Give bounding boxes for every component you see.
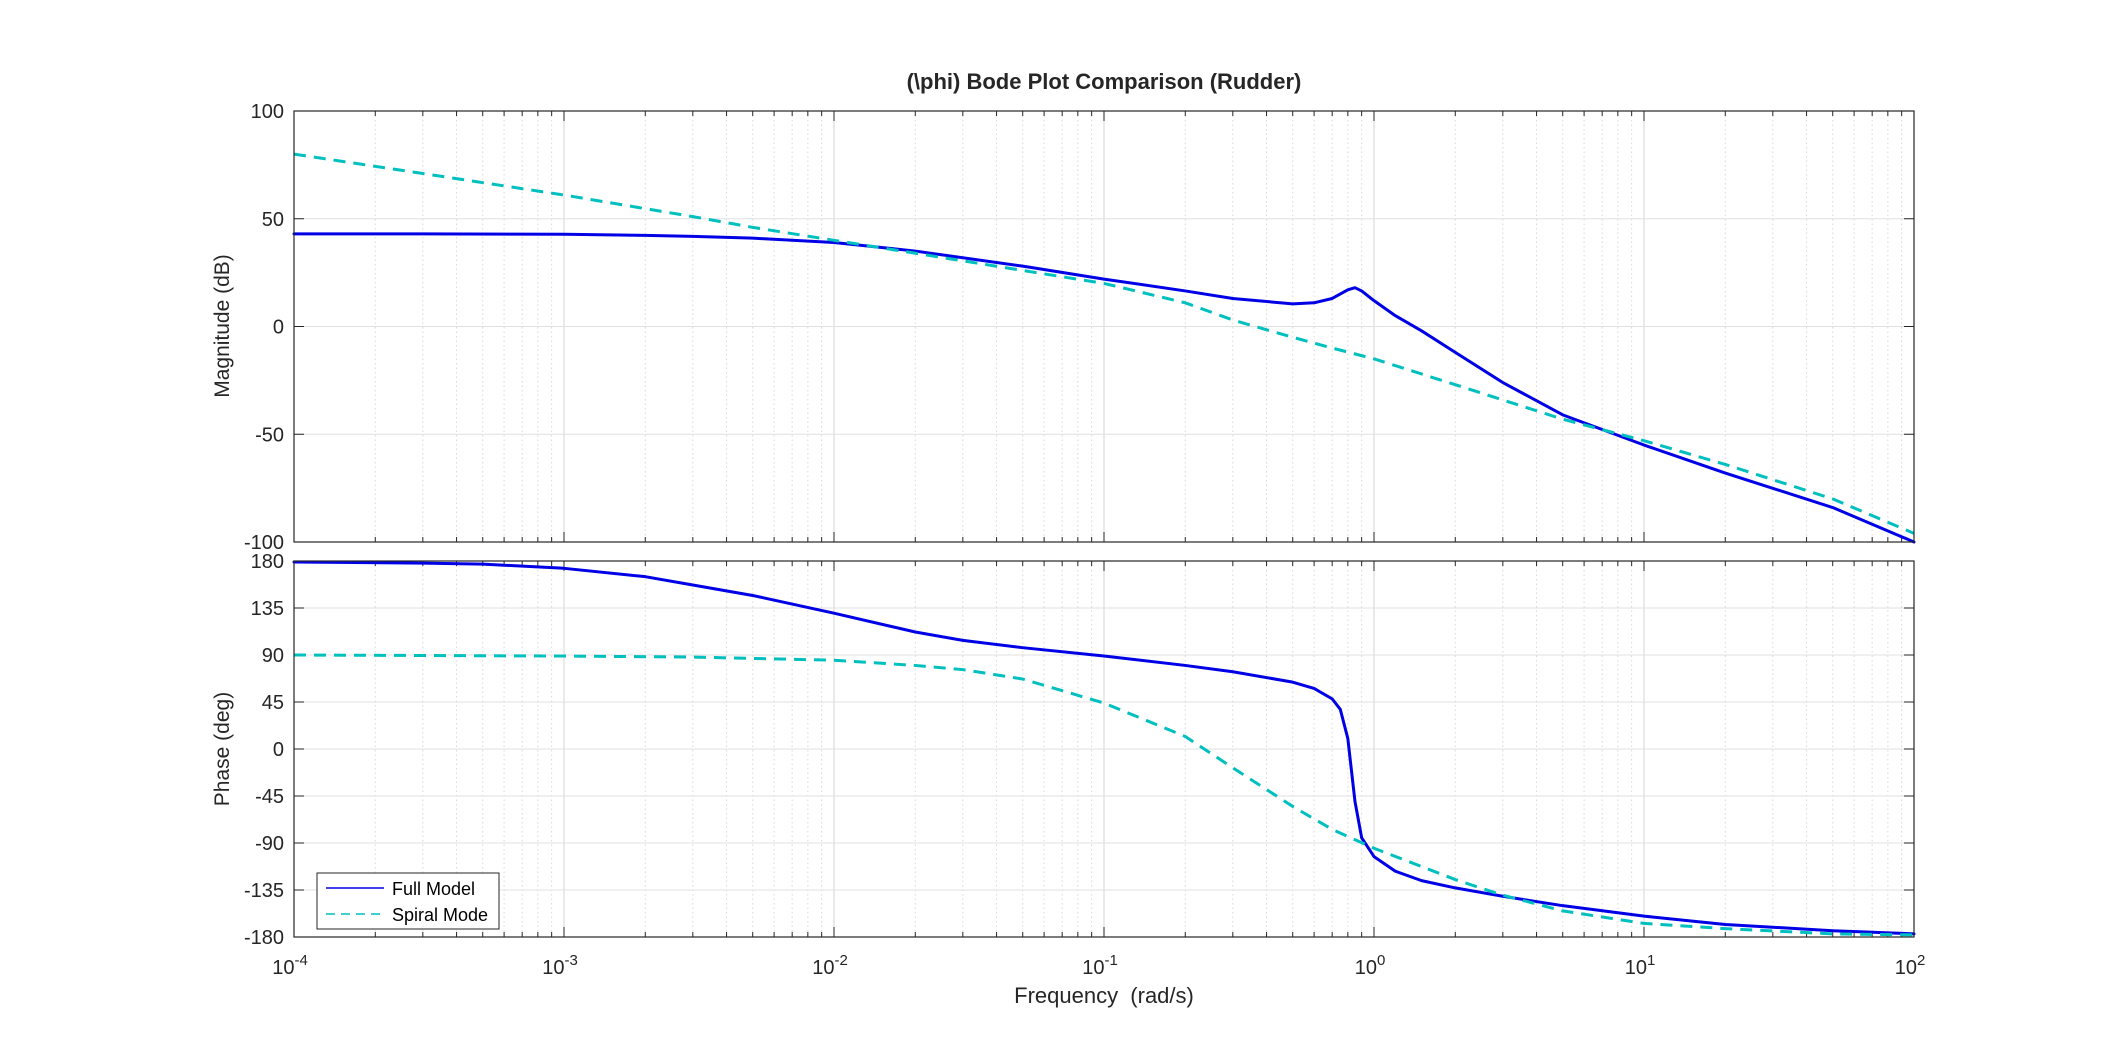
y-tick-label: 0 bbox=[273, 317, 284, 339]
series-full-model bbox=[292, 232, 1916, 544]
phase-series bbox=[292, 560, 1916, 937]
x-tick-label: 100 bbox=[1355, 952, 1386, 979]
y-tick-label: -135 bbox=[244, 880, 284, 902]
y-tick-label: -100 bbox=[244, 532, 284, 554]
series-full-model bbox=[292, 560, 1916, 936]
y-tick-label: 90 bbox=[262, 645, 284, 667]
y-tick-label: -45 bbox=[255, 786, 284, 808]
legend-label-full-model: Full Model bbox=[392, 879, 475, 899]
x-tick-label: 10-2 bbox=[812, 952, 848, 979]
y-tick-label: -50 bbox=[255, 424, 284, 446]
y-tick-label: 45 bbox=[262, 692, 284, 714]
magnitude-y-label: Magnitude (dB) bbox=[211, 254, 234, 398]
phase-panel: 180 135 90 45 0 -45 -90 -135 -180 Phase (deg) bbox=[211, 551, 1916, 949]
y-tick-label: 50 bbox=[262, 209, 284, 231]
y-tick-label: -180 bbox=[244, 927, 284, 949]
legend-label-spiral-mode: Spiral Mode bbox=[392, 905, 488, 925]
series-spiral-mode bbox=[293, 152, 1915, 535]
y-tick-label: 0 bbox=[273, 739, 284, 761]
x-tick-label: 10-4 bbox=[272, 952, 308, 979]
legend: Full Model Spiral Mode bbox=[316, 872, 500, 930]
x-tick-label: 10-3 bbox=[542, 952, 578, 979]
x-tick-label: 101 bbox=[1625, 952, 1656, 979]
phase-y-ticks: 180 135 90 45 0 -45 -90 -135 -180 bbox=[244, 551, 284, 949]
chart-title: (\phi) Bode Plot Comparison (Rudder) bbox=[907, 69, 1302, 94]
magnitude-panel: 100 50 0 -50 -100 Magnitude (dB) bbox=[211, 101, 1916, 554]
magnitude-axes-box bbox=[293, 110, 1915, 543]
legend-box bbox=[316, 872, 500, 930]
y-tick-label: 100 bbox=[251, 101, 284, 123]
magnitude-y-ticks: 100 50 0 -50 -100 bbox=[244, 101, 284, 554]
y-tick-label: 180 bbox=[251, 551, 284, 573]
x-axis-ticks: 10-4 10-3 10-2 10-1 100 101 102 bbox=[272, 952, 1925, 979]
magnitude-series bbox=[292, 152, 1916, 544]
phase-y-label: Phase (deg) bbox=[211, 692, 234, 806]
x-tick-label: 102 bbox=[1895, 952, 1926, 979]
x-tick-label: 10-1 bbox=[1082, 952, 1118, 979]
y-tick-label: -90 bbox=[255, 833, 284, 855]
series-spiral-mode bbox=[293, 653, 1915, 937]
x-axis-label: Frequency (rad/s) bbox=[1014, 983, 1194, 1008]
phase-axes-box bbox=[293, 560, 1915, 938]
y-tick-label: 135 bbox=[251, 598, 284, 620]
